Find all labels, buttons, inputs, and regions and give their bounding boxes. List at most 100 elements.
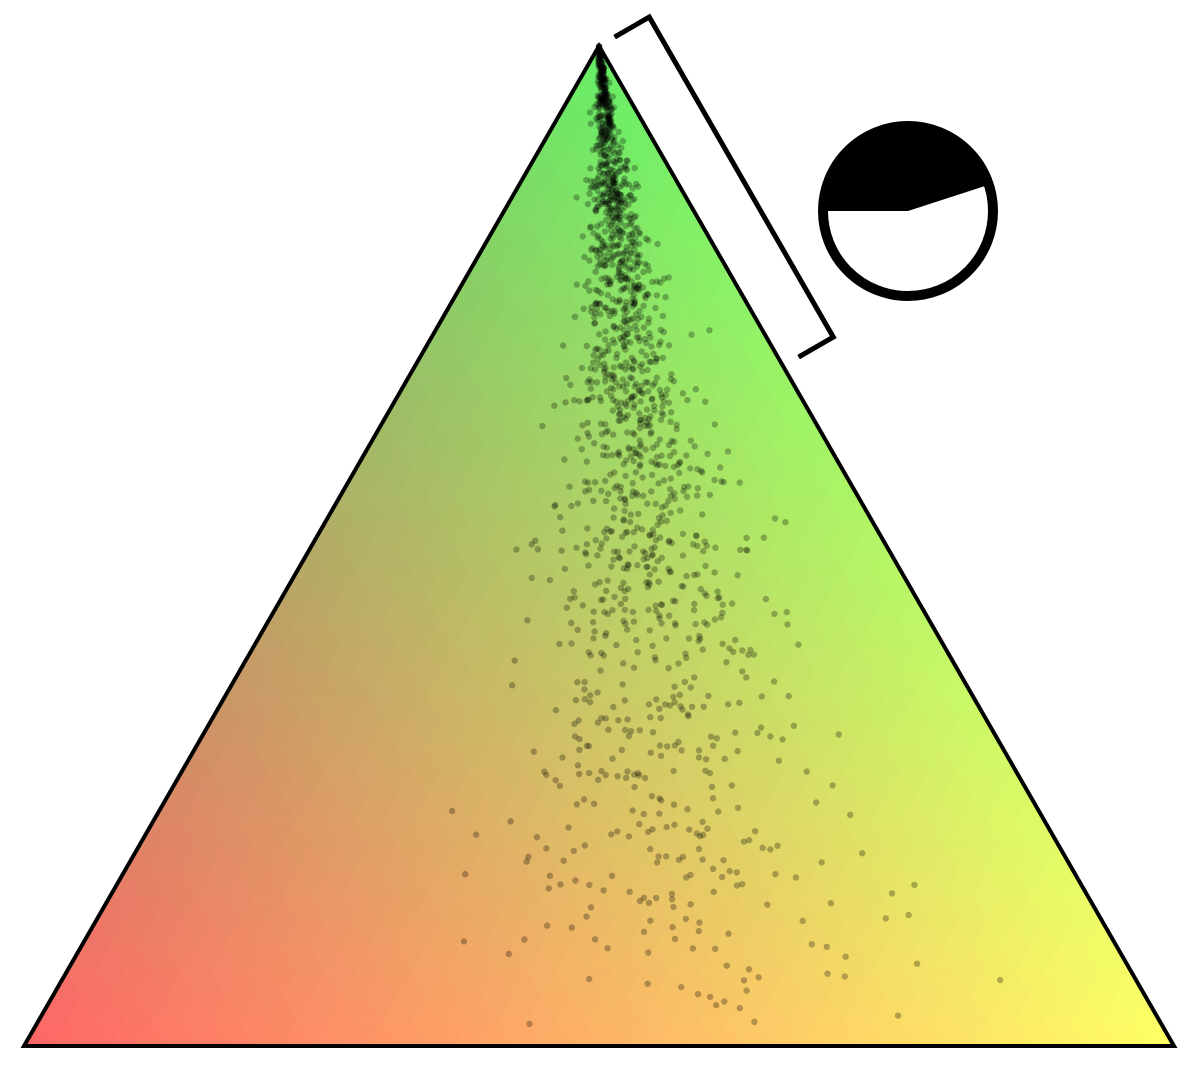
scatter-point bbox=[608, 307, 616, 314]
scatter-point bbox=[528, 574, 535, 582]
scatter-point bbox=[628, 395, 636, 402]
scatter-point bbox=[711, 476, 718, 484]
scatter-point bbox=[603, 84, 610, 92]
scatter-point bbox=[574, 762, 582, 769]
scatter-point bbox=[638, 348, 645, 355]
scatter-point bbox=[626, 888, 633, 895]
scatter-point bbox=[606, 212, 613, 219]
scatter-point bbox=[647, 430, 654, 438]
scatter-point bbox=[656, 436, 663, 443]
scatter-point bbox=[653, 696, 660, 703]
scatter-point bbox=[795, 641, 802, 648]
scatter-point bbox=[717, 464, 724, 471]
scatter-point bbox=[619, 181, 626, 189]
scatter-point bbox=[595, 58, 603, 65]
scatter-point bbox=[605, 347, 612, 354]
scatter-point bbox=[610, 505, 618, 512]
scatter-point bbox=[699, 831, 707, 839]
scatter-point bbox=[645, 416, 653, 423]
scatter-point bbox=[596, 99, 603, 107]
scatter-point bbox=[611, 310, 618, 317]
scatter-point bbox=[642, 235, 650, 242]
scatter-point bbox=[597, 113, 604, 121]
scatter-point bbox=[605, 342, 612, 349]
scatter-point bbox=[621, 332, 628, 340]
scatter-point bbox=[696, 832, 704, 840]
scatter-point bbox=[616, 270, 623, 278]
scatter-point bbox=[587, 178, 595, 185]
scatter-point bbox=[614, 773, 621, 780]
scatter-point bbox=[636, 437, 643, 444]
scatter-point bbox=[611, 593, 618, 601]
scatter-point bbox=[618, 144, 625, 152]
scatter-point bbox=[711, 421, 718, 428]
scatter-point bbox=[732, 636, 739, 644]
scatter-point bbox=[730, 648, 737, 656]
scatter-point bbox=[711, 569, 718, 576]
scatter-point bbox=[635, 772, 643, 779]
scatter-point bbox=[635, 334, 643, 341]
scatter-point bbox=[679, 706, 686, 713]
scatter-point bbox=[645, 899, 653, 907]
scatter-point bbox=[583, 742, 591, 749]
scatter-point bbox=[604, 256, 611, 263]
scatter-point bbox=[597, 236, 604, 243]
scatter-point bbox=[662, 502, 669, 509]
scatter-point bbox=[610, 104, 618, 111]
scatter-point bbox=[638, 389, 645, 396]
scatter-point bbox=[568, 640, 575, 647]
scatter-point bbox=[618, 273, 626, 280]
scatter-point bbox=[573, 801, 580, 808]
scatter-point bbox=[618, 236, 625, 243]
scatter-point bbox=[658, 504, 666, 511]
scatter-point bbox=[597, 82, 605, 90]
scatter-point bbox=[656, 386, 664, 394]
scatter-point bbox=[613, 641, 620, 649]
scatter-point bbox=[621, 313, 628, 320]
scatter-point bbox=[592, 268, 599, 275]
scatter-point bbox=[616, 209, 624, 216]
scatter-point bbox=[574, 626, 581, 633]
scatter-point bbox=[670, 463, 678, 471]
scatter-point bbox=[679, 530, 687, 538]
scatter-point bbox=[576, 398, 583, 405]
scatter-point bbox=[586, 975, 593, 983]
scatter-point bbox=[563, 374, 570, 382]
scatter-point bbox=[606, 189, 613, 197]
scatter-point bbox=[622, 200, 629, 207]
scatter-point bbox=[561, 456, 568, 463]
scatter-point bbox=[612, 176, 619, 183]
scatter-point bbox=[682, 650, 689, 657]
scatter-point bbox=[656, 612, 663, 619]
scatter-point bbox=[600, 652, 607, 659]
scatter-point bbox=[605, 371, 612, 378]
scatter-point bbox=[562, 399, 569, 406]
scatter-point bbox=[695, 845, 703, 853]
scatter-point bbox=[607, 528, 614, 535]
scatter-point bbox=[472, 831, 480, 838]
scatter-point bbox=[633, 180, 640, 188]
scatter-point bbox=[590, 800, 598, 807]
scatter-point bbox=[683, 874, 690, 881]
scatter-point bbox=[620, 660, 627, 667]
scatter-point bbox=[664, 386, 671, 393]
scatter-point bbox=[750, 651, 758, 658]
scatter-point bbox=[679, 390, 687, 397]
scatter-point bbox=[718, 478, 725, 485]
scatter-point bbox=[643, 339, 650, 347]
scatter-point bbox=[676, 691, 683, 699]
scatter-point bbox=[602, 112, 609, 119]
scatter-point bbox=[600, 189, 608, 197]
scatter-point bbox=[572, 877, 579, 884]
scatter-point bbox=[645, 237, 652, 244]
scatter-point bbox=[625, 444, 632, 451]
scatter-point bbox=[667, 409, 675, 416]
scatter-point bbox=[651, 654, 659, 661]
scatter-point bbox=[667, 486, 674, 493]
scatter-point bbox=[606, 103, 614, 110]
scatter-point bbox=[511, 657, 518, 664]
scatter-point bbox=[644, 422, 652, 430]
scatter-point bbox=[596, 113, 603, 120]
scatter-point bbox=[624, 768, 631, 775]
scatter-point bbox=[631, 246, 638, 253]
